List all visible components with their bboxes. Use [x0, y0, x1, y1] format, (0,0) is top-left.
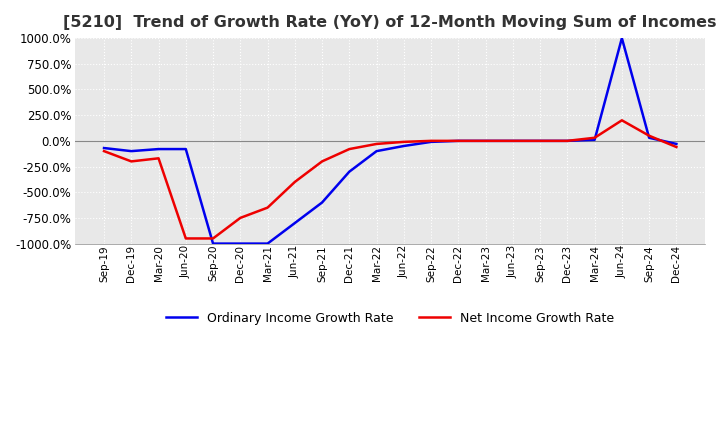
Net Income Growth Rate — [508, 138, 517, 143]
Ordinary Income Growth Rate — [618, 36, 626, 41]
Ordinary Income Growth Rate — [154, 147, 163, 152]
Title: [5210]  Trend of Growth Rate (YoY) of 12-Month Moving Sum of Incomes: [5210] Trend of Growth Rate (YoY) of 12-… — [63, 15, 717, 30]
Net Income Growth Rate — [563, 138, 572, 143]
Net Income Growth Rate — [154, 156, 163, 161]
Ordinary Income Growth Rate — [209, 241, 217, 246]
Ordinary Income Growth Rate — [99, 145, 108, 150]
Net Income Growth Rate — [590, 135, 599, 140]
Ordinary Income Growth Rate — [672, 141, 680, 147]
Net Income Growth Rate — [345, 147, 354, 152]
Ordinary Income Growth Rate — [427, 139, 436, 144]
Net Income Growth Rate — [536, 138, 544, 143]
Ordinary Income Growth Rate — [181, 147, 190, 152]
Net Income Growth Rate — [427, 138, 436, 143]
Ordinary Income Growth Rate — [454, 138, 463, 143]
Legend: Ordinary Income Growth Rate, Net Income Growth Rate: Ordinary Income Growth Rate, Net Income … — [161, 307, 619, 330]
Net Income Growth Rate — [318, 159, 326, 164]
Net Income Growth Rate — [181, 236, 190, 241]
Ordinary Income Growth Rate — [563, 138, 572, 143]
Net Income Growth Rate — [264, 205, 272, 210]
Net Income Growth Rate — [454, 138, 463, 143]
Net Income Growth Rate — [400, 139, 408, 144]
Line: Net Income Growth Rate: Net Income Growth Rate — [104, 120, 676, 238]
Ordinary Income Growth Rate — [236, 241, 245, 246]
Net Income Growth Rate — [99, 148, 108, 154]
Ordinary Income Growth Rate — [318, 200, 326, 205]
Ordinary Income Growth Rate — [508, 138, 517, 143]
Ordinary Income Growth Rate — [590, 137, 599, 143]
Net Income Growth Rate — [645, 133, 654, 138]
Ordinary Income Growth Rate — [127, 148, 135, 154]
Net Income Growth Rate — [618, 117, 626, 123]
Net Income Growth Rate — [209, 236, 217, 241]
Ordinary Income Growth Rate — [372, 148, 381, 154]
Ordinary Income Growth Rate — [645, 135, 654, 140]
Ordinary Income Growth Rate — [536, 138, 544, 143]
Ordinary Income Growth Rate — [345, 169, 354, 174]
Line: Ordinary Income Growth Rate: Ordinary Income Growth Rate — [104, 38, 676, 244]
Ordinary Income Growth Rate — [400, 143, 408, 149]
Net Income Growth Rate — [372, 141, 381, 147]
Net Income Growth Rate — [672, 144, 680, 150]
Net Income Growth Rate — [481, 138, 490, 143]
Ordinary Income Growth Rate — [290, 220, 299, 226]
Net Income Growth Rate — [127, 159, 135, 164]
Ordinary Income Growth Rate — [264, 241, 272, 246]
Net Income Growth Rate — [290, 180, 299, 185]
Net Income Growth Rate — [236, 215, 245, 220]
Ordinary Income Growth Rate — [481, 138, 490, 143]
